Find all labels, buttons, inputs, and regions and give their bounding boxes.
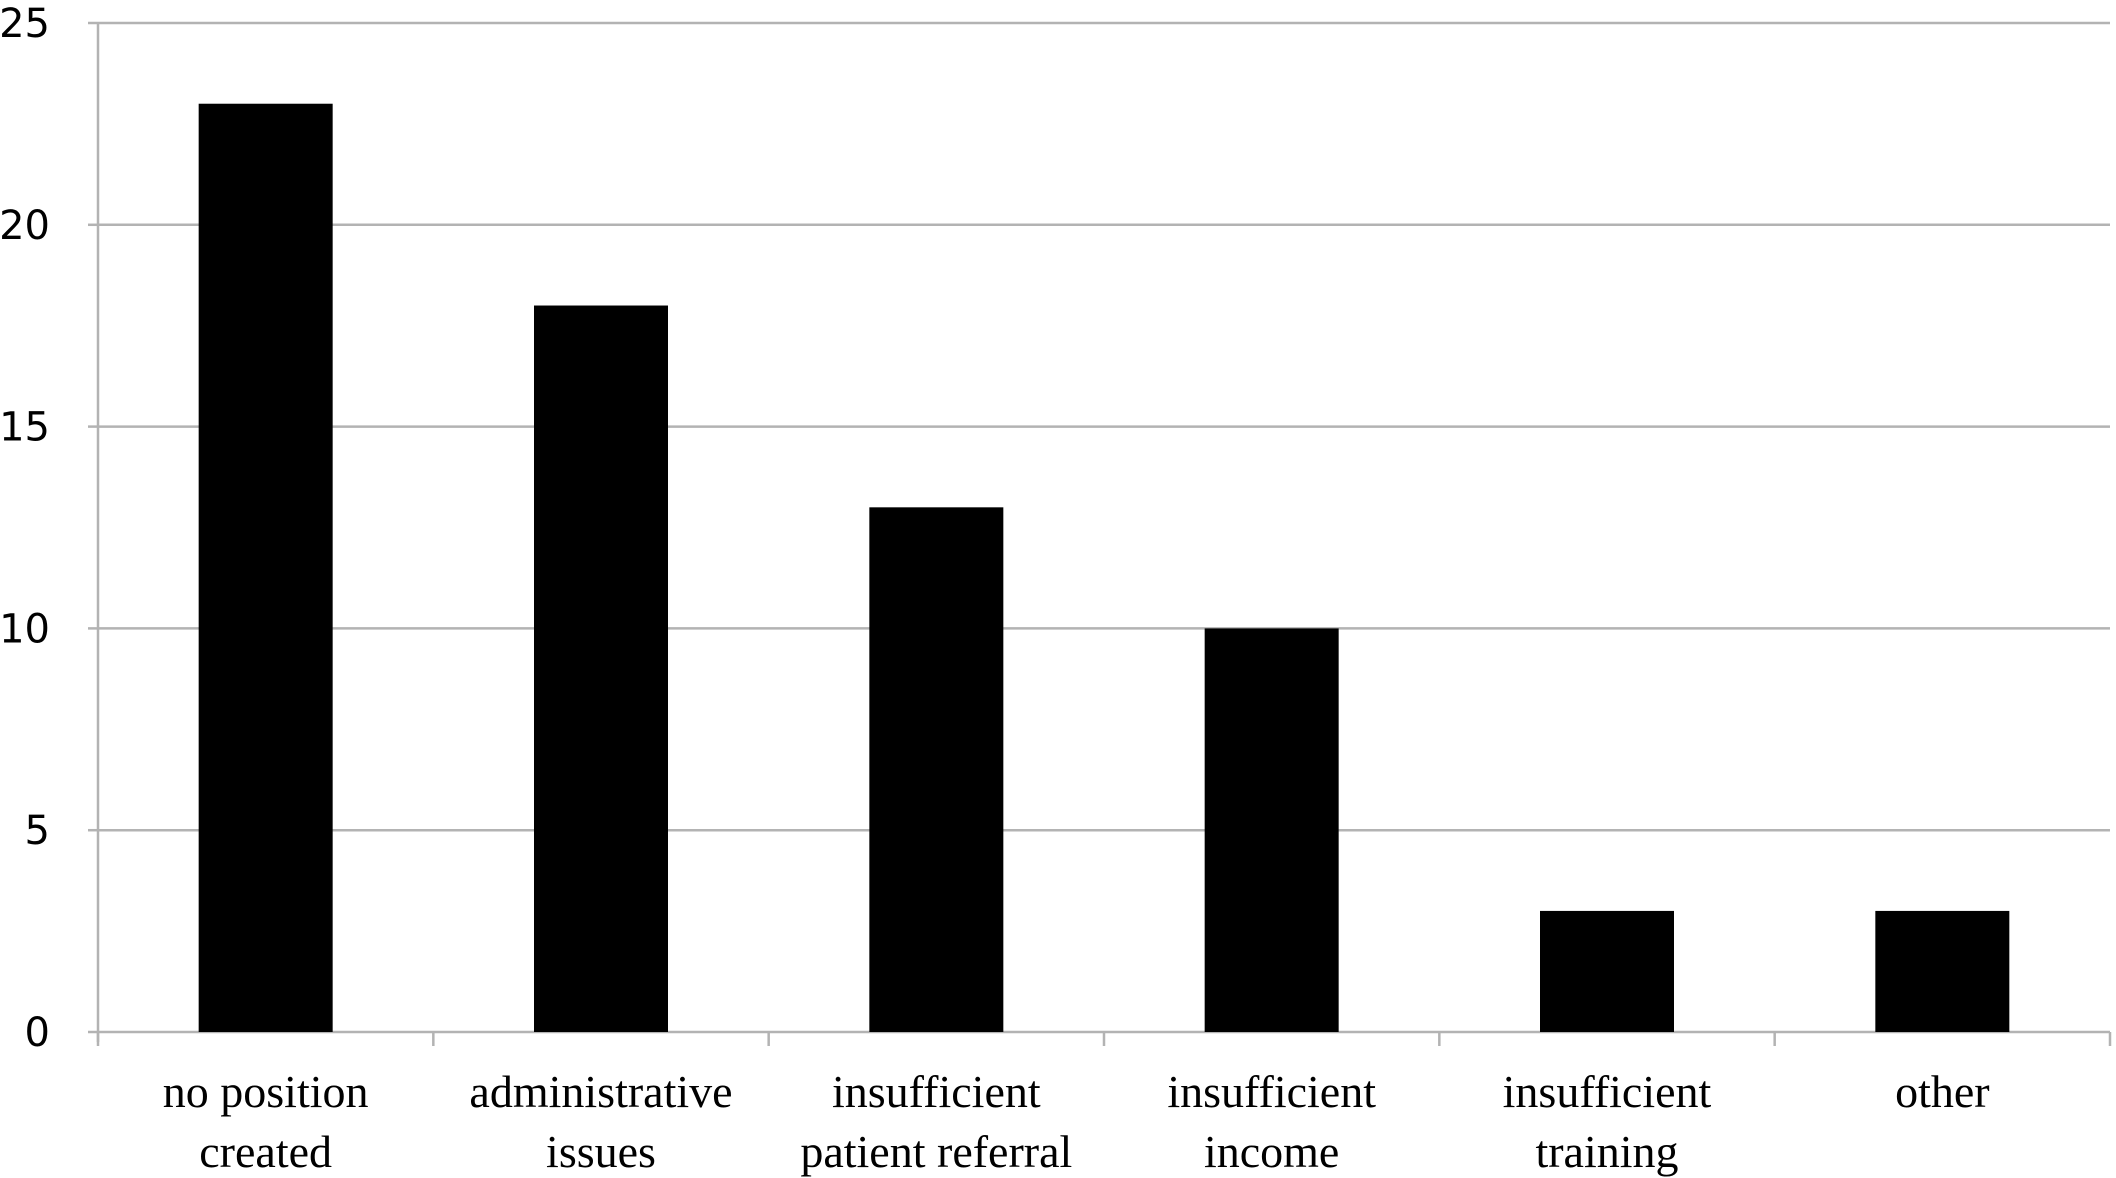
gridlines: [98, 21, 2110, 832]
x-tick-label-line: training: [1535, 1126, 1678, 1177]
y-tick-label: 0: [25, 1010, 50, 1056]
x-tick-label-line: created: [199, 1126, 332, 1177]
y-tick-label: 10: [0, 606, 50, 652]
bar: [1540, 910, 1674, 1032]
x-tick-label: insufficient income: [1167, 1066, 1376, 1177]
bar: [534, 305, 668, 1032]
x-tick-label: other: [1895, 1066, 1990, 1117]
x-tick-label-line: insufficient: [1167, 1066, 1376, 1117]
x-tick-label-line: insufficient: [832, 1066, 1041, 1117]
bar: [198, 103, 333, 1033]
bar: [869, 507, 1004, 1032]
bar: [1875, 910, 2010, 1032]
x-tick-label-line: administrative: [469, 1066, 732, 1117]
y-tick-label: 25: [0, 1, 50, 47]
y-axis-tick-labels: 0 5 10 15 20 25: [0, 1, 50, 1056]
bars: [198, 103, 2010, 1033]
x-axis-tick-labels: no position created administrative issues in…: [163, 1066, 1990, 1177]
bar: [1204, 628, 1339, 1032]
y-tick-label: 20: [0, 203, 50, 249]
x-tick-label-line: other: [1895, 1066, 1990, 1117]
x-tick-label-line: no position: [163, 1066, 369, 1117]
x-tick-label-line: income: [1204, 1126, 1339, 1177]
y-tick-label: 5: [25, 808, 50, 854]
x-tick-label-line: insufficient: [1503, 1066, 1712, 1117]
x-tick-label-line: patient referral: [800, 1126, 1072, 1177]
axes: [88, 21, 2112, 1046]
x-tick-label: insufficient training: [1503, 1066, 1712, 1177]
x-tick-label: administrative issues: [469, 1066, 732, 1177]
y-tick-label: 15: [0, 405, 50, 451]
x-tick-label-line: issues: [546, 1126, 656, 1177]
x-tick-label: insufficient patient referral: [800, 1066, 1072, 1177]
x-tick-label: no position created: [163, 1066, 369, 1177]
